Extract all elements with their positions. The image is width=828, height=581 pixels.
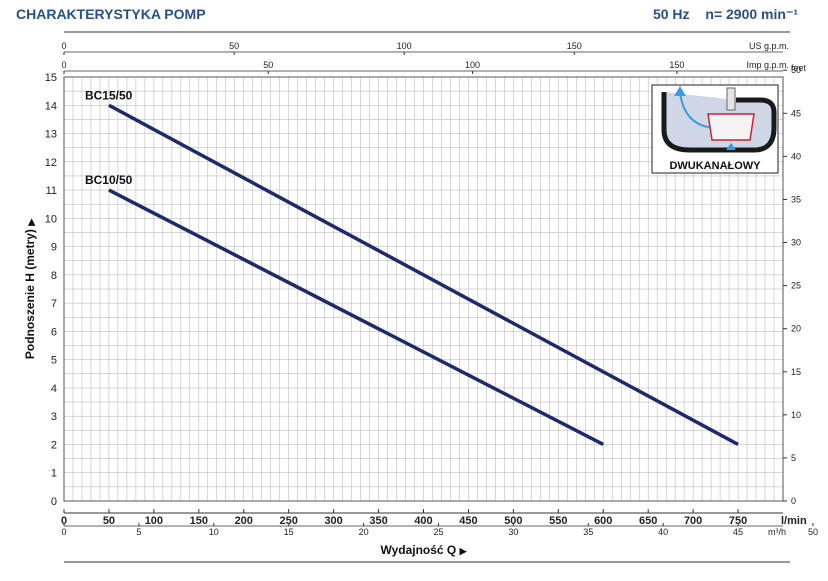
inset-label: DWUKANAŁOWY <box>669 160 761 172</box>
x-tick-label: 100 <box>145 515 163 527</box>
x-tick-label: 450 <box>459 515 477 527</box>
pump-spec: 50 Hz n= 2900 min⁻¹ <box>641 6 798 23</box>
y-axis-title: Podnoszenie H (metry) ▶ <box>23 218 37 359</box>
feet-tick-label: 10 <box>791 410 801 420</box>
imp-gpm-tick-label: 150 <box>669 60 684 70</box>
feet-tick-label: 40 <box>791 151 801 161</box>
feet-tick-label: 0 <box>791 496 796 506</box>
x-tick-label: 150 <box>190 515 208 527</box>
series-layer: BC15/50 BC10/50 <box>85 88 739 447</box>
imp-gpm-tick-label: 100 <box>465 60 480 70</box>
x-axis-arrow-icon: ▶ <box>459 546 468 556</box>
feet-tick-label: 25 <box>791 281 801 291</box>
m3h-tick-label: 5 <box>136 527 141 537</box>
y-axis-arrow-icon: ▶ <box>26 218 36 227</box>
y-tick-label: 10 <box>45 213 57 225</box>
feet-tick-label: 45 <box>791 108 801 118</box>
feet-tick-label: 5 <box>791 453 796 463</box>
x-tick-label: 200 <box>235 515 253 527</box>
x-tick-label: 0 <box>61 515 67 527</box>
frequency-label: 50 Hz <box>652 6 690 22</box>
m3h-tick-label: 30 <box>508 527 518 537</box>
y-tick-label: 15 <box>45 72 57 84</box>
y-tick-label: 5 <box>51 355 57 367</box>
us-gpm-tick-label: 150 <box>567 41 582 51</box>
y-tick-label: 11 <box>46 185 57 197</box>
series-line-1 <box>108 188 605 447</box>
pump-diagram-inset: DWUKANAŁOWY <box>651 84 779 174</box>
feet-tick-label: 35 <box>791 194 801 204</box>
x-tick-label: 700 <box>684 515 702 527</box>
series-line-0 <box>108 103 739 447</box>
x-axis-title: Wydajność Q ▶ <box>380 543 467 557</box>
inlet-arrow-icon <box>726 143 736 150</box>
y-tick-label: 4 <box>51 383 57 395</box>
x-tick-label: 550 <box>549 515 567 527</box>
series-label-0: BC15/50 <box>85 88 133 102</box>
y-tick-label: 8 <box>51 270 57 282</box>
y-tick-label: 3 <box>51 411 57 423</box>
x-tick-label: 600 <box>594 515 612 527</box>
speed-label: n= 2900 min⁻¹ <box>705 6 798 22</box>
m3h-tick-label: 40 <box>658 527 668 537</box>
x-tick-label: 350 <box>369 515 387 527</box>
shaft <box>726 87 736 111</box>
x-tick-label: 650 <box>639 515 657 527</box>
feet-tick-label: 15 <box>791 367 801 377</box>
y-tick-label: 2 <box>51 439 57 451</box>
series-label-1: BC10/50 <box>85 173 133 187</box>
m3h-tick-label: 45 <box>733 527 743 537</box>
m3h-tick-label: 20 <box>359 527 369 537</box>
y-tick-label: 13 <box>45 129 57 141</box>
x-tick-label: 400 <box>414 515 432 527</box>
impeller-icon <box>707 113 755 141</box>
x-tick-label: 750 <box>729 515 747 527</box>
us-gpm-tick-label: 0 <box>61 41 66 51</box>
y-tick-label: 14 <box>45 100 57 112</box>
feet-unit-label: feet <box>791 63 807 73</box>
m3h-unit-label: m³/h <box>768 527 786 537</box>
plot-frame <box>63 76 784 502</box>
y-tick-label: 9 <box>51 242 57 254</box>
imp-gpm-tick-label: 0 <box>61 60 66 70</box>
m3h-tick-label: 50 <box>808 527 818 537</box>
up-arrow-icon <box>674 86 686 96</box>
m3h-tick-label: 25 <box>433 527 443 537</box>
x-tick-label: 300 <box>324 515 342 527</box>
us-gpm-tick-label: 50 <box>229 41 239 51</box>
m3h-tick-label: 10 <box>209 527 219 537</box>
chart-title: CHARAKTERYSTYKA POMP <box>16 6 206 22</box>
x-tick-label: 50 <box>103 515 115 527</box>
grid <box>63 76 784 502</box>
imp-gpm-tick-label: 50 <box>263 60 273 70</box>
x-tick-label: 250 <box>280 515 298 527</box>
m3h-tick-label: 35 <box>583 527 593 537</box>
y-tick-label: 0 <box>51 496 57 508</box>
imp-gpm-unit-label: Imp g.p.m. <box>746 60 789 70</box>
y-tick-label: 1 <box>51 468 57 480</box>
x-unit-label: l/min <box>781 515 807 527</box>
y-tick-label: 6 <box>51 326 57 338</box>
x-tick-label: 500 <box>504 515 522 527</box>
us-gpm-tick-label: 100 <box>397 41 412 51</box>
y-tick-label: 7 <box>51 298 57 310</box>
feet-tick-label: 50 <box>791 65 801 75</box>
m3h-tick-label: 15 <box>284 527 294 537</box>
us-gpm-unit-label: US g.p.m. <box>749 41 789 51</box>
feet-tick-label: 20 <box>791 324 801 334</box>
y-tick-label: 12 <box>45 157 57 169</box>
feet-tick-label: 30 <box>791 238 801 248</box>
m3h-tick-label: 0 <box>61 527 66 537</box>
